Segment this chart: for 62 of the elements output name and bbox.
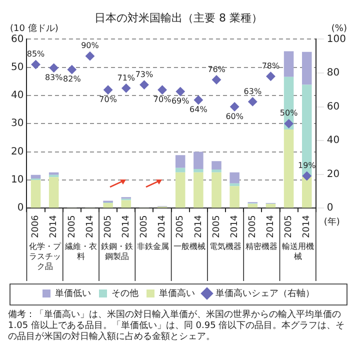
y-tick-label: 50 <box>10 62 24 73</box>
x-tick-label: 2014 <box>121 214 132 238</box>
data-label: 90% <box>81 41 100 50</box>
x-tick-label: 2014 <box>49 214 60 238</box>
data-label: 64% <box>190 105 208 114</box>
x-tick-label: 2014 <box>194 214 204 238</box>
y-tick-label: 20 <box>10 146 24 158</box>
y2-tick-label: 100 <box>326 34 346 45</box>
x-axis-title: (年) <box>324 216 340 228</box>
text: 備考：「単価高い」は、米国の対日輸入単価が、米国の世界からの輸入平均単価の 1.05 倍以上である品目。「単価低い」は、同 0.95 倍以下の品目。本グラフは、その品目が米国の対日輸入額に占める金額とシェア。 <box>8 310 346 343</box>
data-label: 82% <box>63 74 82 84</box>
x-tick-label: 2005 <box>103 215 114 238</box>
text: 一般機械 <box>173 242 206 252</box>
data-label: 63% <box>244 86 262 96</box>
text: 非鉄金属 <box>137 242 170 252</box>
y2-axis-title: (%) <box>331 24 347 34</box>
text: 鉄鋼・鉄鋼製品 <box>101 242 134 262</box>
text: 電気機器 <box>210 242 242 252</box>
data-label: 78% <box>262 61 280 70</box>
x-tick-label: 2006 <box>31 214 42 238</box>
x-tick-label: 2014 <box>230 214 240 238</box>
data-label: 83% <box>44 72 64 82</box>
y-tick-label: 30 <box>10 118 24 130</box>
data-label: 69% <box>171 96 190 106</box>
text: 化学・プラスチック品 <box>28 242 62 272</box>
chart-title: 日本の対米国輸出（主要 8 業種） <box>94 11 262 24</box>
data-label: 70% <box>99 94 118 104</box>
text: 繊維・衣料 <box>64 242 97 262</box>
text: 精密機器 <box>246 242 278 252</box>
x-tick-label: 2014 <box>85 214 96 238</box>
data-label: 70% <box>153 94 172 104</box>
data-label: 60% <box>226 112 244 121</box>
data-label: 76% <box>208 64 226 74</box>
x-tick-label: 2014 <box>302 214 312 238</box>
y-axis-title: (10 億ドル) <box>10 23 58 34</box>
legend-label: その他 <box>112 288 138 299</box>
y-tick-label: 10 <box>10 174 24 186</box>
data-label: 50% <box>280 108 298 118</box>
y-tick-label: 60 <box>10 34 24 45</box>
x-tick-label: 2005 <box>248 215 258 238</box>
x-tick-label: 2005 <box>212 215 222 238</box>
text: 輸送用機械 <box>282 242 314 262</box>
legend-label: 単価低い <box>55 288 91 299</box>
legend-label: 単価高い <box>159 288 195 299</box>
x-tick-label: 2014 <box>158 214 168 238</box>
legend-label: 単価高いシェア（右軸） <box>216 288 314 299</box>
data-label: 85% <box>26 50 46 59</box>
data-label: 71% <box>117 73 136 82</box>
x-tick-label: 2014 <box>266 214 276 238</box>
x-tick-label: 2005 <box>176 215 186 238</box>
y2-tick-label: 80 <box>326 68 340 79</box>
y2-tick-label: 60 <box>326 101 340 112</box>
x-tick-label: 2005 <box>284 215 294 238</box>
x-tick-label: 2005 <box>140 215 150 238</box>
data-label: 73% <box>135 70 154 79</box>
y2-tick-label: 0 <box>326 202 334 214</box>
y-tick-label: 40 <box>10 90 24 102</box>
data-label: 19% <box>298 161 316 170</box>
y-tick-label: 0 <box>17 202 24 214</box>
x-tick-label: 2005 <box>67 215 78 238</box>
y2-tick-label: 20 <box>326 168 340 180</box>
y2-tick-label: 40 <box>326 135 340 146</box>
